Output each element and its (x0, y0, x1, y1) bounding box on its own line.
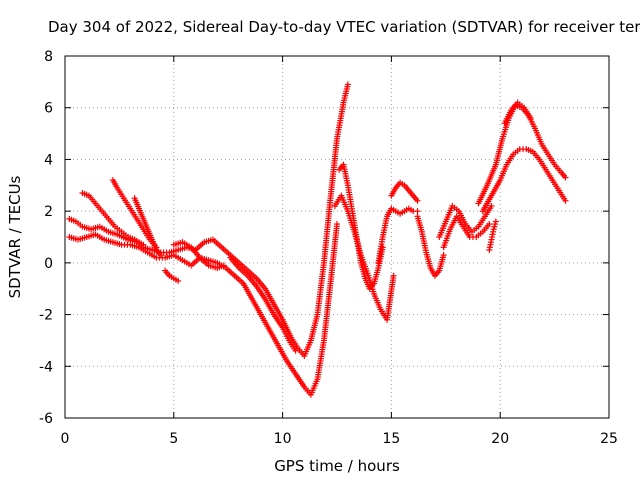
y-tick-label: -2 (39, 308, 53, 324)
data-point (488, 202, 495, 209)
data-point (390, 272, 397, 279)
y-tick-label: 0 (44, 256, 53, 272)
y-tick-label: 6 (44, 101, 53, 117)
x-tick-label: 10 (274, 431, 292, 447)
x-tick-label: 0 (61, 431, 70, 447)
data-point (440, 252, 447, 259)
data-point (175, 277, 182, 284)
data-point (220, 262, 227, 269)
y-tick-label: -6 (39, 411, 53, 427)
data-point (292, 347, 299, 354)
data-point (334, 221, 340, 228)
y-axis-label: SDTVAR / TECUs (6, 175, 24, 298)
grid (65, 56, 609, 418)
y-tick-label: 8 (44, 49, 53, 65)
axis-ticks: 0 5 10 15 20 25 -6 -4 -2 0 2 4 6 8 (39, 49, 618, 447)
chart-title: Day 304 of 2022, Sidereal Day-to-day VTE… (48, 18, 640, 36)
y-tick-label: 4 (44, 152, 53, 168)
data-point (562, 174, 569, 181)
data-point (344, 81, 351, 88)
x-tick-label: 15 (382, 431, 400, 447)
y-tick-label: 2 (44, 204, 53, 220)
data-point (492, 218, 499, 225)
x-axis-label: GPS time / hours (274, 457, 400, 475)
data-point (414, 208, 421, 215)
x-tick-label: 25 (600, 431, 618, 447)
y-tick-label: -4 (39, 359, 53, 375)
data-points (66, 81, 569, 398)
data-point (140, 241, 147, 248)
data-point (486, 221, 493, 228)
data-point (414, 197, 421, 204)
data-point (562, 197, 569, 204)
x-tick-label: 20 (491, 431, 509, 447)
x-tick-label: 5 (169, 431, 178, 447)
data-point (157, 252, 164, 259)
data-point (527, 115, 534, 122)
plot-frame (64, 55, 610, 419)
